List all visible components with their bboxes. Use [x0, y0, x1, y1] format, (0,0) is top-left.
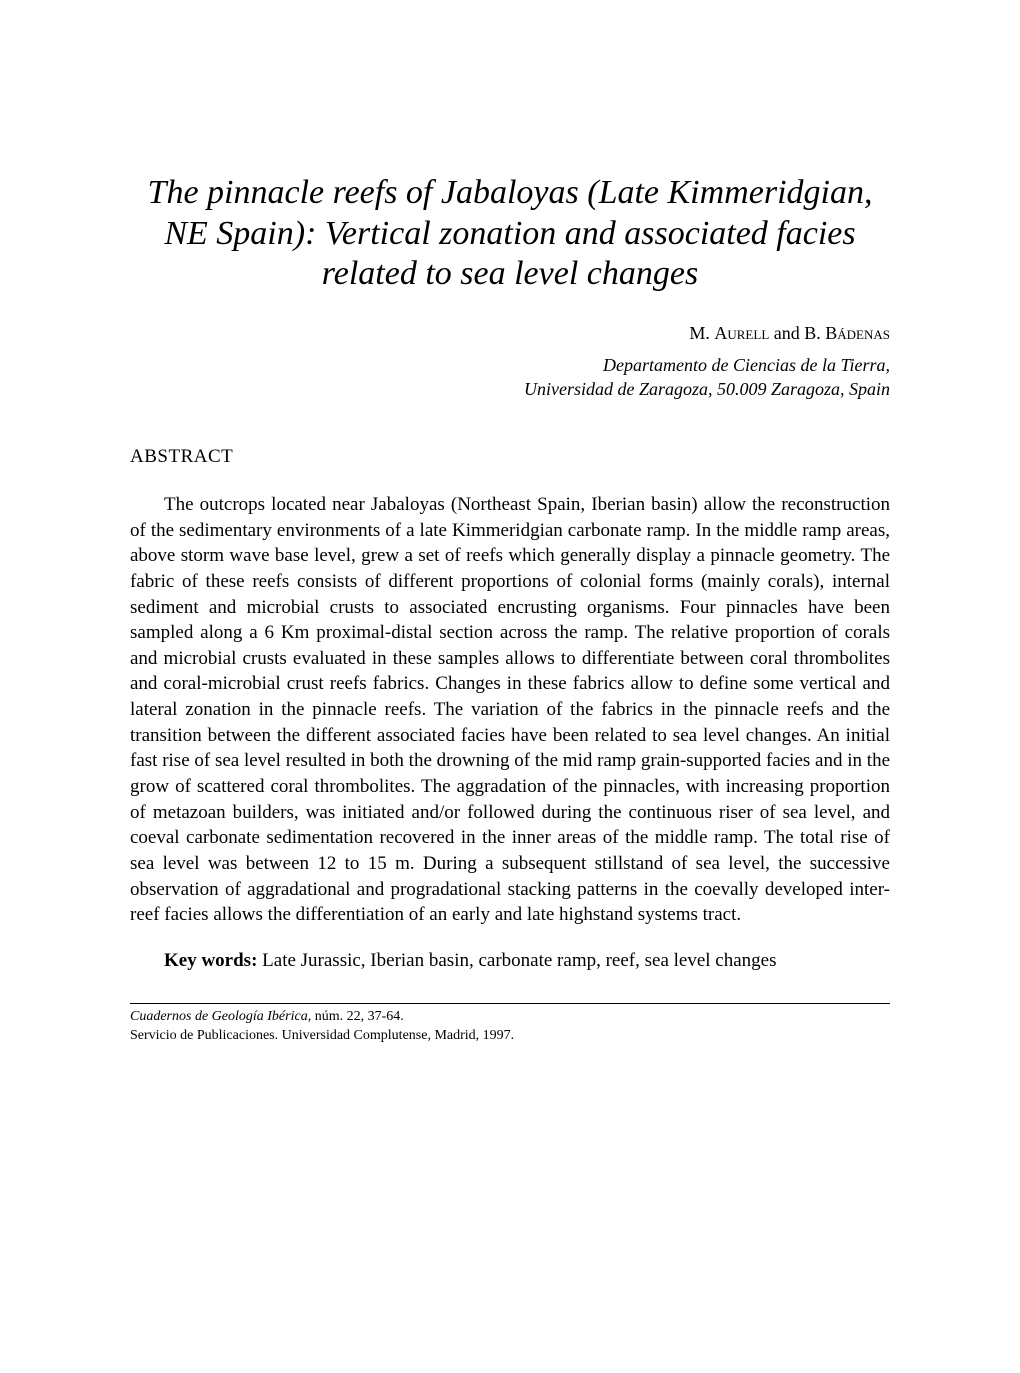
- keywords-label: Key words:: [164, 950, 257, 971]
- author2-surname: Bádenas: [825, 323, 890, 343]
- paper-page: The pinnacle reefs of Jabaloyas (Late Ki…: [0, 0, 1020, 1105]
- author-prefix: M.: [689, 323, 714, 343]
- keywords-text: Late Jurassic, Iberian basin, carbonate …: [257, 950, 776, 971]
- affiliation-line2: Universidad de Zaragoza, 50.009 Zaragoza…: [524, 379, 890, 399]
- footnote-publisher: Servicio de Publicaciones. Universidad C…: [130, 1028, 514, 1043]
- paper-title: The pinnacle reefs of Jabaloyas (Late Ki…: [130, 173, 890, 295]
- footnote-rule: [130, 1003, 890, 1004]
- abstract-body: The outcrops located near Jabaloyas (Nor…: [130, 492, 890, 928]
- affiliation: Departamento de Ciencias de la Tierra, U…: [130, 354, 890, 401]
- abstract-heading: ABSTRACT: [130, 446, 890, 468]
- footnote: Cuadernos de Geología Ibérica, núm. 22, …: [130, 1008, 890, 1044]
- footnote-journal: Cuadernos de Geología Ibérica,: [130, 1009, 311, 1024]
- authors-conj: and B.: [769, 323, 825, 343]
- keywords-paragraph: Key words: Late Jurassic, Iberian basin,…: [130, 948, 890, 974]
- author1-surname: Aurell: [714, 323, 769, 343]
- affiliation-line1: Departamento de Ciencias de la Tierra,: [603, 355, 890, 375]
- authors-line: M. Aurell and B. Bádenas: [130, 323, 890, 344]
- footnote-issue: núm. 22, 37-64.: [311, 1009, 404, 1024]
